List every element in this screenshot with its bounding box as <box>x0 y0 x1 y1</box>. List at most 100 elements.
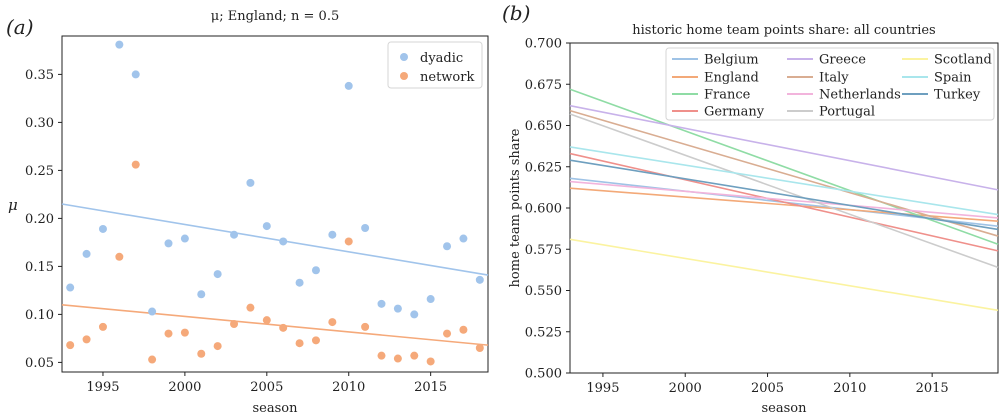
point-network <box>230 320 239 328</box>
legend-label-germany: Germany <box>704 105 765 120</box>
point-dyadic <box>426 295 435 304</box>
point-dyadic <box>459 234 468 243</box>
point-network <box>328 318 337 327</box>
x-tick-label: 2005 <box>751 381 784 396</box>
legend-label-turkey: Turkey <box>934 88 981 103</box>
point-dyadic <box>115 40 124 49</box>
point-network <box>246 303 255 312</box>
point-dyadic <box>295 278 304 287</box>
x-tick-label: 2015 <box>916 381 949 396</box>
y-tick-label: 0.05 <box>25 356 54 371</box>
point-dyadic <box>361 224 370 232</box>
y-axis-a: 0.05 0.10 0.15 0.20 0.25 0.30 0.35 <box>25 68 62 371</box>
legend-label-belgium: Belgium <box>704 53 759 68</box>
legend-label-netherlands: Netherlands <box>819 88 901 103</box>
point-dyadic <box>180 234 189 243</box>
legend-label-greece: Greece <box>819 53 866 68</box>
y-tick-label: 0.20 <box>25 212 54 227</box>
series-line-greece <box>569 104 999 191</box>
point-dyadic <box>328 230 337 239</box>
y-tick-label: 0.35 <box>25 68 54 83</box>
x-tick-label: 2000 <box>168 380 201 395</box>
chart-panel-b: (b) historic home team points share: all… <box>502 1 999 416</box>
point-dyadic <box>344 81 353 90</box>
series-line-portugal <box>569 113 999 269</box>
point-dyadic <box>213 270 222 279</box>
point-network <box>279 323 288 332</box>
point-network <box>311 336 320 345</box>
legend-a: dyadic network <box>387 41 483 89</box>
legend-label-england: England <box>704 71 759 86</box>
chart-panel-a: (a) μ; England; n = 0.5 1995 2000 2005 2010… <box>6 9 489 416</box>
point-network <box>443 329 452 338</box>
y-tick-label: 0.675 <box>525 78 562 93</box>
chart-title-b: historic home team points share: all cou… <box>632 23 935 38</box>
y-tick-label: 0.525 <box>525 325 562 340</box>
series-line-spain <box>569 146 999 216</box>
x-axis-label-b: season <box>762 401 808 416</box>
x-tick-label: 1995 <box>586 381 619 396</box>
point-dyadic <box>393 304 402 313</box>
y-tick-label: 0.25 <box>25 164 54 179</box>
y-axis-label-b: home team points share <box>508 128 523 287</box>
y-axis-b: 0.500 0.525 0.550 0.575 0.600 0.625 0.650 0.675… <box>525 37 570 382</box>
x-axis-b: 1995 2000 2005 2010 2015 <box>586 373 949 396</box>
point-network <box>180 328 189 337</box>
scatter-points-a <box>66 40 484 366</box>
series-line-germany <box>569 152 999 252</box>
point-network <box>344 237 353 246</box>
y-axis-label-a: μ <box>8 196 18 214</box>
legend-label-spain: Spain <box>934 71 972 86</box>
point-dyadic <box>82 249 91 258</box>
panel-label-a: (a) <box>6 15 34 39</box>
point-dyadic <box>230 230 239 239</box>
point-network <box>426 357 435 366</box>
y-tick-label: 0.575 <box>525 243 562 258</box>
chart-title-a: μ; England; n = 0.5 <box>211 9 339 24</box>
y-tick-label: 0.650 <box>525 119 562 134</box>
y-tick-label: 0.550 <box>525 284 562 299</box>
x-tick-label: 2010 <box>833 381 866 396</box>
y-tick-label: 0.600 <box>525 202 562 217</box>
point-network <box>410 351 419 360</box>
y-tick-label: 0.10 <box>25 308 54 323</box>
series-line-netherlands <box>569 180 999 219</box>
legend-label-network: network <box>420 70 474 85</box>
x-axis-a: 1995 2000 2005 2010 2015 <box>86 372 447 395</box>
point-dyadic <box>279 237 288 246</box>
legend-b: Belgium England France Germany Greece Italy Ne… <box>665 47 995 121</box>
point-network <box>361 322 370 331</box>
point-dyadic <box>377 299 386 308</box>
series-lines-b <box>569 88 999 312</box>
legend-label-dyadic: dyadic <box>420 51 463 66</box>
point-dyadic <box>131 70 140 79</box>
point-network <box>98 322 107 331</box>
trend-lines-a <box>61 203 489 346</box>
y-tick-label: 0.625 <box>525 160 562 175</box>
point-dyadic <box>66 283 75 292</box>
legend-label-italy: Italy <box>819 71 849 86</box>
point-network <box>475 344 484 352</box>
legend-marker-dyadic <box>400 53 408 61</box>
point-network <box>295 339 304 348</box>
point-dyadic <box>410 310 419 319</box>
y-tick-label: 0.700 <box>525 37 562 52</box>
legend-label-portugal: Portugal <box>819 105 875 120</box>
series-line-turkey <box>569 159 999 231</box>
y-tick-label: 0.30 <box>25 116 54 131</box>
series-line-scotland <box>569 238 999 312</box>
panel-label-b: (b) <box>502 1 530 25</box>
point-dyadic <box>475 275 484 284</box>
series-line-italy <box>569 109 999 237</box>
point-network <box>164 329 173 338</box>
point-network <box>115 252 124 261</box>
point-network <box>197 349 206 358</box>
point-dyadic <box>311 266 320 275</box>
legend-box-b <box>665 47 995 121</box>
point-dyadic <box>197 290 206 299</box>
point-network <box>82 335 91 344</box>
legend-label-france: France <box>704 88 751 103</box>
point-network <box>66 341 75 350</box>
point-dyadic <box>148 307 157 316</box>
x-tick-label: 1995 <box>86 380 119 395</box>
